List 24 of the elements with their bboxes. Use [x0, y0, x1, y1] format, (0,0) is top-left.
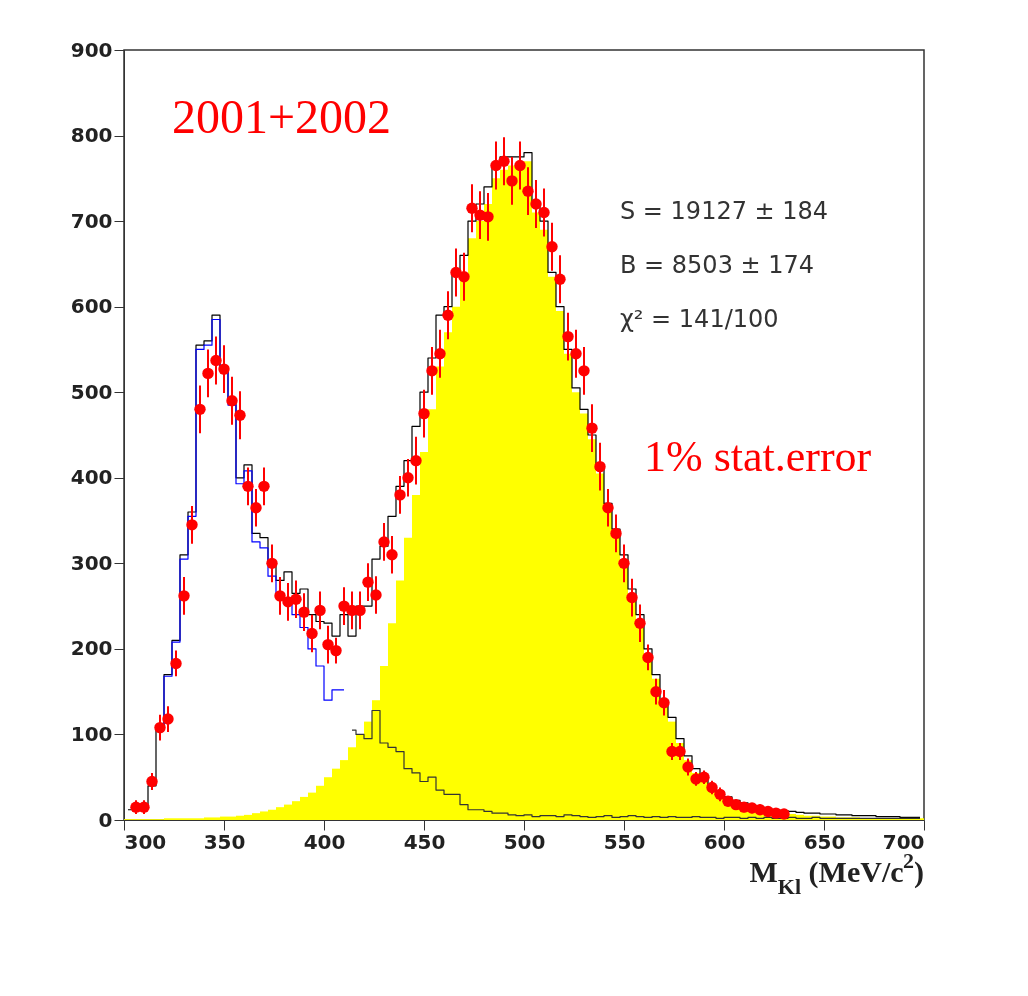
- x-tick-label: 450: [403, 829, 446, 854]
- x-tick-label: 650: [803, 829, 846, 854]
- annotation: B = 8503 ± 174: [620, 250, 815, 279]
- x-tick-label: 350: [203, 829, 246, 854]
- y-tick-label: 100: [70, 721, 113, 746]
- x-tick-label: 500: [503, 829, 546, 854]
- y-tick-label: 300: [70, 550, 113, 575]
- y-tick-label: 800: [70, 123, 113, 148]
- x-tick-label: 550: [603, 829, 646, 854]
- x-tick-label: 300: [124, 829, 167, 854]
- x-tick-label: 600: [703, 829, 746, 854]
- y-tick-label: 400: [70, 465, 113, 490]
- annotation: χ² = 141/100: [620, 304, 779, 333]
- y-tick-label: 500: [70, 379, 113, 404]
- y-tick-label: 600: [70, 294, 113, 319]
- y-tick-label: 200: [70, 636, 113, 661]
- x-tick-label: 400: [303, 829, 346, 854]
- y-tick-label: 900: [70, 37, 113, 62]
- y-tick-label: 0: [98, 807, 113, 832]
- annotation: 1% stat.error: [644, 432, 872, 482]
- annotation: S = 19127 ± 184: [620, 196, 829, 225]
- x-tick-label: 700: [882, 829, 925, 854]
- annotation: 2001+2002: [172, 90, 392, 144]
- y-tick-label: 700: [70, 208, 113, 233]
